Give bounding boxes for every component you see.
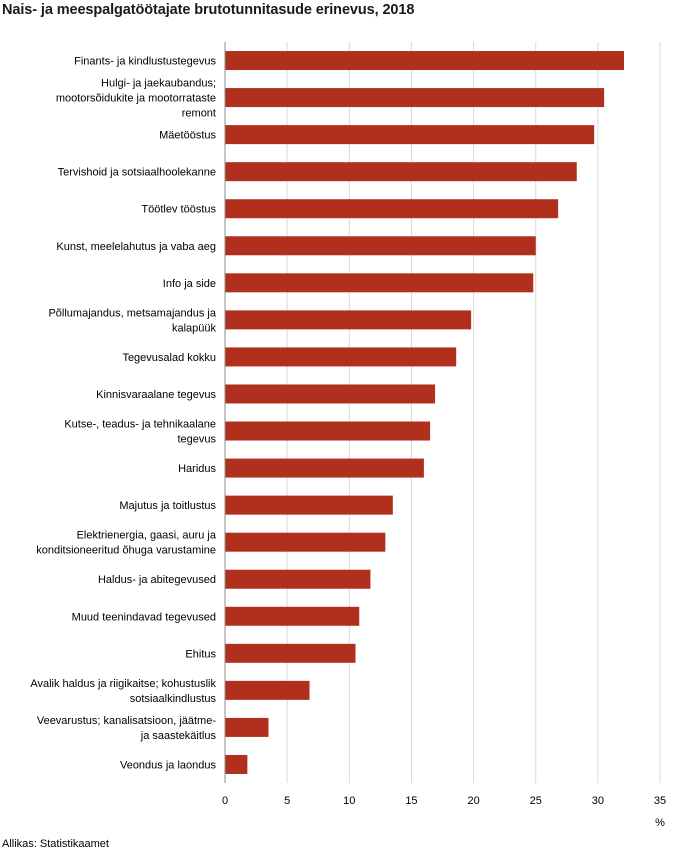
- category-label: Muud teenindavad tegevused: [72, 611, 216, 623]
- category-label: Töötlev tööstus: [141, 204, 216, 216]
- bar: [225, 347, 457, 367]
- x-tick-label: 10: [343, 795, 355, 807]
- bar: [225, 495, 393, 515]
- category-label: Tervishoid ja sotsiaalhoolekanne: [58, 167, 216, 179]
- category-labels: Finants- ja kindlustustegevus Hulgi- ja j…: [30, 56, 217, 772]
- x-axis-unit-label: %: [655, 817, 665, 829]
- bar: [225, 643, 356, 663]
- bar: [225, 754, 248, 774]
- bar: [225, 162, 577, 182]
- chart-title: Nais- ja meespalgatöötajate brutotunnita…: [2, 2, 415, 18]
- category-label: Hulgi- ja jaekaubandus; mootorsõidukite j…: [56, 78, 216, 120]
- category-label: Kunst, meelelahutus ja vaba aeg: [56, 241, 216, 253]
- category-label: Finants- ja kindlustustegevus: [74, 56, 216, 68]
- gridlines: [286, 42, 661, 783]
- category-label: Elektrienergia, gaasi, auru ja konditsion…: [36, 530, 217, 557]
- category-label: Avalik haldus ja riigikaitse; kohustusli…: [30, 678, 216, 705]
- bar: [225, 199, 559, 219]
- category-label: Haldus- ja abitegevused: [98, 574, 216, 586]
- x-tick-label: 30: [592, 795, 604, 807]
- bars: [225, 51, 625, 774]
- x-tick-label: 35: [654, 795, 666, 807]
- bar: [225, 88, 605, 108]
- bar: [225, 384, 436, 404]
- category-label: Ehitus: [185, 648, 216, 660]
- category-label: Tegevusalad kokku: [122, 352, 216, 364]
- x-tick-label: 15: [405, 795, 417, 807]
- bar: [225, 717, 269, 737]
- category-label: Info ja side: [163, 278, 216, 290]
- bar: [225, 569, 371, 589]
- x-axis: 0 5 10 15 20 25 30 35%: [222, 42, 666, 829]
- category-label: Põllumajandus, metsamajandus ja kalapüük: [48, 307, 216, 334]
- category-label: Haridus: [178, 463, 216, 475]
- bar: [225, 680, 310, 700]
- bar: [225, 273, 534, 293]
- bar: [225, 310, 472, 330]
- category-label: Veondus ja laondus: [120, 759, 217, 771]
- x-tick-label: 20: [467, 795, 479, 807]
- bar: [225, 236, 536, 256]
- bar: [225, 421, 431, 441]
- x-tick-label: 0: [222, 795, 228, 807]
- bar: [225, 51, 625, 71]
- bar: [225, 458, 424, 478]
- category-label: Veevarustus; kanalisatsioon, jäätme-ja s…: [37, 715, 217, 742]
- category-label: Kutse-, teadus- ja tehnikaalane tegevus: [64, 419, 216, 446]
- bar: [225, 532, 386, 552]
- bar: [225, 606, 360, 626]
- category-label: Mäetööstus: [159, 130, 216, 142]
- category-label: Majutus ja toitlustus: [119, 500, 216, 512]
- x-tick-label: 25: [530, 795, 542, 807]
- bar: [225, 125, 595, 145]
- category-label: Kinnisvaraalane tegevus: [96, 389, 216, 401]
- x-tick-label: 5: [284, 795, 290, 807]
- source-note: Allikas: Statistikaamet: [2, 838, 109, 850]
